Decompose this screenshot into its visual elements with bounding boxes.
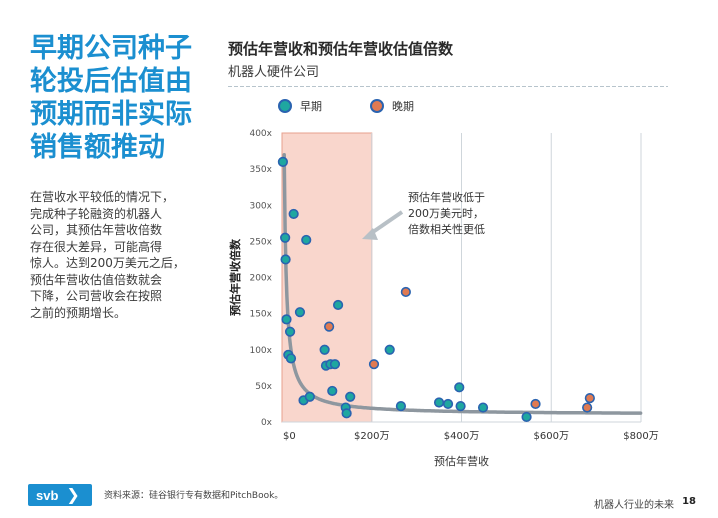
- x-tick-label: $600万: [534, 431, 569, 442]
- y-axis-label: 预估年营收倍数: [228, 238, 242, 316]
- annotation-text: 预估年营收低于: [408, 190, 485, 204]
- early-stage-point: [304, 391, 315, 402]
- early-stage-point: [477, 402, 489, 413]
- early-stage-point: [345, 391, 356, 402]
- early-stage-point: [280, 254, 291, 265]
- x-tick-label: $0: [283, 431, 296, 442]
- svb-logo: svb ❯: [28, 484, 92, 506]
- y-tick-label: 150x: [249, 310, 272, 320]
- legend-late-dot: [370, 99, 384, 113]
- x-axis-label: 预估年营收: [434, 454, 489, 468]
- early-stage-point: [319, 344, 330, 355]
- title-divider: [228, 86, 668, 87]
- y-tick-label: 400x: [249, 129, 272, 139]
- y-tick-label: 250x: [249, 237, 272, 247]
- page-headline: 早期公司种子 轮投后估值由 预期而非实际 销售额推动: [30, 33, 192, 163]
- early-stage-point: [277, 156, 288, 167]
- legend-item-late: 晚期: [370, 98, 414, 114]
- legend-late-label: 晚期: [392, 100, 414, 113]
- y-tick-label: 100x: [249, 346, 272, 356]
- early-stage-point: [301, 234, 312, 246]
- early-stage-point: [433, 397, 445, 408]
- early-stage-point: [442, 398, 454, 410]
- y-tick-label: 50x: [255, 382, 272, 392]
- late-stage-point: [530, 398, 541, 410]
- y-tick-label: 0x: [261, 418, 273, 428]
- arrow-head-icon: [362, 228, 378, 240]
- late-stage-point: [324, 321, 335, 332]
- early-stage-point: [341, 408, 352, 419]
- logo-text: svb: [36, 487, 59, 503]
- legend-early-label: 早期: [300, 100, 322, 113]
- late-stage-point: [400, 286, 411, 298]
- x-tick-label: $800万: [623, 431, 658, 442]
- early-stage-point: [332, 299, 344, 311]
- chart-title: 预估年营收和预估年营收估值倍数: [228, 40, 454, 58]
- low-revenue-region: [281, 132, 373, 423]
- source-note: 资料来源：硅谷银行专有数据和PitchBook。: [104, 491, 284, 501]
- y-tick-label: 350x: [249, 165, 272, 175]
- x-tick-label: $400万: [444, 431, 479, 442]
- annotation-text: 200万美元时，: [408, 207, 484, 220]
- legend-item-early: 早期: [278, 98, 322, 114]
- y-tick-label: 200x: [249, 274, 272, 284]
- late-stage-point: [368, 359, 380, 370]
- early-stage-point: [329, 359, 341, 370]
- early-stage-point: [294, 307, 306, 318]
- report-name: 机器人行业的未来: [594, 500, 674, 511]
- early-stage-point: [281, 314, 292, 325]
- early-stage-point: [280, 232, 291, 243]
- early-stage-point: [395, 401, 407, 412]
- page-body-text: 在营收水平较低的情况下， 完成种子轮融资的机器人 公司，其预估年营收倍数 存在很…: [30, 190, 185, 320]
- y-tick-label: 300x: [249, 201, 272, 211]
- legend-early-dot: [278, 99, 292, 113]
- early-stage-point: [284, 326, 296, 337]
- early-stage-point: [454, 382, 465, 393]
- early-stage-point: [288, 208, 299, 220]
- chevron-right-icon: ❯: [66, 485, 80, 504]
- early-stage-point: [327, 385, 338, 397]
- annotation-arrow: [368, 210, 404, 236]
- late-stage-point: [584, 393, 595, 404]
- early-stage-point: [455, 401, 466, 412]
- annotation-text: 倍数相关性更低: [408, 222, 485, 236]
- late-stage-point: [582, 402, 593, 413]
- early-stage-point: [521, 411, 532, 423]
- chart-subtitle: 机器人硬件公司: [228, 65, 320, 80]
- page-number: 18: [682, 496, 696, 507]
- early-stage-point: [285, 353, 297, 364]
- x-tick-label: $200万: [354, 431, 389, 442]
- early-stage-point: [384, 344, 395, 355]
